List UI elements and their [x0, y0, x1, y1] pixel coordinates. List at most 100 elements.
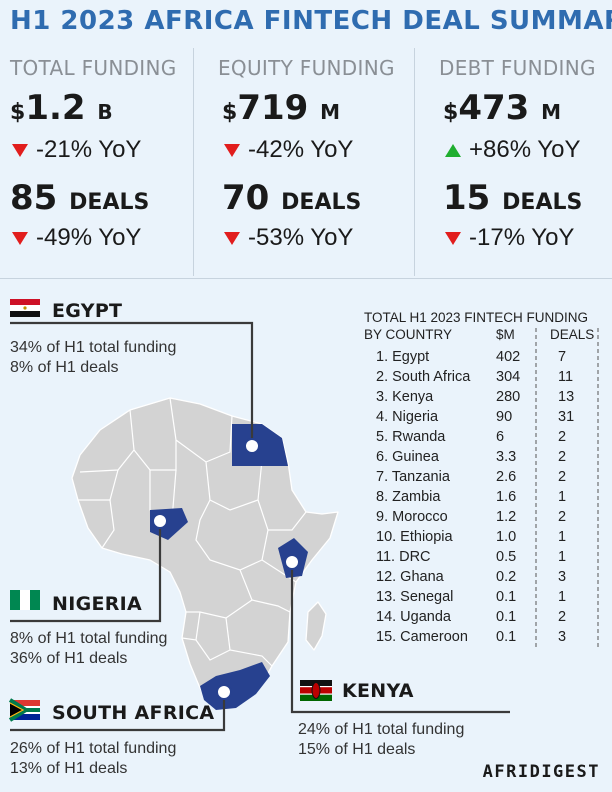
deals-cell: 7 — [558, 349, 567, 365]
deals-cell: 2 — [558, 469, 567, 485]
brand-logo: AFRIDIGEST — [482, 762, 600, 782]
funding-cell: 90 — [496, 409, 513, 425]
deals-cell: 3 — [558, 629, 567, 645]
funding-cell: 1.2 — [496, 509, 517, 525]
funding-cell: 304 — [496, 369, 521, 385]
egypt-name: EGYPT — [52, 300, 123, 322]
nigeria-name: NIGERIA — [52, 593, 143, 615]
funding-cell: 1.0 — [496, 529, 517, 545]
kenya-flag-icon — [300, 680, 332, 701]
funding-cell: 2.6 — [496, 469, 517, 485]
funding-cell: 280 — [496, 389, 521, 405]
country-borders — [78, 397, 307, 667]
country-cell: 7. Tanzania — [376, 469, 450, 485]
deals-yoy: -17% YoY — [445, 224, 574, 252]
deals-cell: 31 — [558, 409, 575, 425]
egypt-shape — [232, 424, 288, 466]
deals-yoy: -53% YoY — [224, 224, 353, 252]
table-row: 15. Cameroon 0.1 3 — [364, 629, 604, 649]
table-subtitle: BY COUNTRY — [364, 327, 453, 342]
location-markers — [152, 438, 300, 700]
south-africa-funding-share: 26% of H1 total funding — [10, 740, 177, 757]
deals-cell: 2 — [558, 429, 567, 445]
country-cell: 2. South Africa — [376, 369, 471, 385]
trend-down-icon — [224, 143, 240, 157]
deals-cell: 2 — [558, 449, 567, 465]
table-row: 11. DRC 0.5 1 — [364, 549, 604, 569]
deals-cell: 2 — [558, 609, 567, 625]
country-cell: 9. Morocco — [376, 509, 448, 525]
country-cell: 10. Ethiopia — [376, 529, 453, 545]
deals-yoy: -49% YoY — [12, 224, 141, 252]
trend-down-icon — [12, 143, 28, 157]
south-africa-marker — [216, 684, 232, 700]
funding-cell: 0.1 — [496, 629, 517, 645]
funding-amount: $719 M — [222, 88, 341, 128]
deals-cell: 3 — [558, 569, 567, 585]
table-row: 1. Egypt 402 7 — [364, 349, 604, 369]
south-africa-shape — [200, 662, 270, 710]
deal-count: 70 DEALS — [222, 178, 362, 218]
table-row: 10. Ethiopia 1.0 1 — [364, 529, 604, 549]
summary-total: TOTAL FUNDING $1.2 B -21% YoY 85 DEALS -… — [0, 48, 193, 276]
nigeria-funding-share: 8% of H1 total funding — [10, 630, 168, 647]
table-row: 14. Uganda 0.1 2 — [364, 609, 604, 629]
funding-amount: $473 M — [443, 88, 562, 128]
table-row: 12. Ghana 0.2 3 — [364, 569, 604, 589]
column-header-deals: DEALS — [550, 327, 595, 342]
funding-yoy: -42% YoY — [224, 136, 353, 164]
country-cell: 8. Zambia — [376, 489, 441, 505]
nigeria-deals-share: 36% of H1 deals — [10, 650, 128, 667]
deals-cell: 1 — [558, 589, 567, 605]
egypt-funding-share: 34% of H1 total funding — [10, 339, 177, 356]
table-row: 13. Senegal 0.1 1 — [364, 589, 604, 609]
africa-continent — [71, 397, 339, 711]
funding-cell: 402 — [496, 349, 521, 365]
table-row: 4. Nigeria 90 31 — [364, 409, 604, 429]
trend-down-icon — [224, 231, 240, 245]
trend-down-icon — [12, 231, 28, 245]
deals-cell: 2 — [558, 509, 567, 525]
kenya-marker — [284, 554, 300, 570]
nigeria-marker — [152, 513, 168, 529]
summary-header: EQUITY FUNDING — [218, 56, 395, 80]
table-title: TOTAL H1 2023 FINTECH FUNDING — [364, 310, 589, 325]
funding-cell: 0.5 — [496, 549, 517, 565]
trend-down-icon — [445, 231, 461, 245]
country-cell: 13. Senegal — [376, 589, 454, 605]
country-cell: 4. Nigeria — [376, 409, 439, 425]
funding-yoy: +86% YoY — [445, 136, 580, 164]
callout-connectors — [10, 321, 510, 732]
south-africa-flag-icon — [8, 698, 40, 722]
deal-count: 85 DEALS — [10, 178, 150, 218]
deals-cell: 11 — [558, 369, 574, 385]
funding-amount: $1.2 B — [10, 88, 113, 128]
kenya-name: KENYA — [342, 680, 414, 702]
country-cell: 1. Egypt — [376, 349, 430, 365]
summary-equity: EQUITY FUNDING $719 M -42% YoY 70 DEALS … — [193, 48, 414, 276]
deals-cell: 1 — [558, 529, 567, 545]
summary-debt: DEBT FUNDING $473 M +86% YoY 15 DEALS -1… — [414, 48, 612, 276]
table-row: 5. Rwanda 6 2 — [364, 429, 604, 449]
country-cell: 15. Cameroon — [376, 629, 468, 645]
funding-cell: 1.6 — [496, 489, 517, 505]
table-row: 7. Tanzania 2.6 2 — [364, 469, 604, 489]
deals-cell: 13 — [558, 389, 575, 405]
country-cell: 14. Uganda — [376, 609, 451, 625]
table-row: 8. Zambia 1.6 1 — [364, 489, 604, 509]
funding-cell: 0.2 — [496, 569, 517, 585]
deals-cell: 1 — [558, 549, 567, 565]
page-title: H1 2023 AFRICA FINTECH DEAL SUMMARY — [10, 6, 612, 36]
table-row: 2. South Africa 304 11 — [364, 369, 604, 389]
country-cell: 11. DRC — [376, 549, 431, 565]
egypt-flag-icon — [10, 299, 40, 317]
table-row: 3. Kenya 280 13 — [364, 389, 604, 409]
table-row: 6. Guinea 3.3 2 — [364, 449, 604, 469]
deals-cell: 1 — [558, 489, 567, 505]
column-header-funding: $M — [496, 327, 515, 342]
nigeria-flag-icon — [10, 590, 40, 610]
funding-yoy: -21% YoY — [12, 136, 141, 164]
south-africa-name: SOUTH AFRICA — [52, 702, 215, 724]
country-cell: 12. Ghana — [376, 569, 444, 585]
